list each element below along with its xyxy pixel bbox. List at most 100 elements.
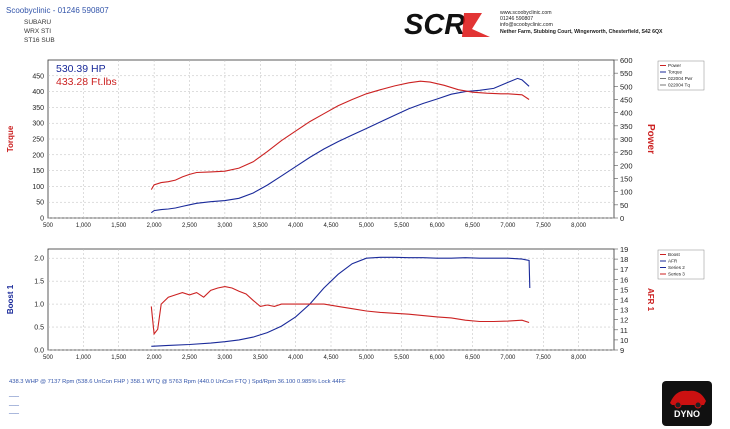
left-tick-label: 0.5 [34, 325, 44, 332]
right-axis-label: AFR 1 [646, 288, 655, 312]
x-tick-label: 7,500 [536, 223, 552, 229]
series-line-torque [150, 80, 530, 190]
right-tick-label: 18 [620, 255, 628, 264]
left-tick-label: 1.0 [34, 302, 44, 309]
contact-phone: 01246 590807 [500, 16, 534, 23]
x-tick-label: 5,000 [359, 355, 375, 361]
x-tick-label: 1,500 [111, 355, 127, 361]
note-line-2: ___ [9, 399, 20, 406]
right-tick-label: 0 [620, 214, 624, 223]
right-tick-label: 450 [620, 96, 633, 105]
left-tick-label: 200 [32, 152, 44, 159]
legend-label: 022004 Tq [668, 83, 690, 88]
x-tick-label: 4,000 [288, 355, 304, 361]
contact-email: info@scoobyclinic.com [500, 22, 553, 29]
shop-header: Scoobyclinic - 01246 590807 [6, 6, 109, 15]
x-tick-label: 3,000 [217, 355, 233, 361]
logo-text: SCR [404, 9, 465, 41]
right-axis-label: Power [645, 124, 656, 154]
vehicle-reg: ST16 SUB [24, 37, 55, 44]
right-tick-label: 500 [620, 82, 633, 91]
left-axis-label: Boost 1 [6, 284, 15, 314]
left-tick-label: 250 [32, 137, 44, 144]
x-tick-label: 3,000 [217, 223, 233, 229]
left-tick-label: 150 [32, 168, 44, 175]
note-line-3: ___ [9, 408, 20, 414]
boost-afr-chart: 500 1,000 1,500 2,000 2,500 3,000 3,500 4,000 4,… [6, 245, 705, 361]
x-tick-label: 500 [43, 355, 54, 361]
left-tick-label: 300 [32, 121, 44, 128]
notes-lines: ___ ___ ___ [9, 390, 19, 416]
left-tick-label: 450 [32, 73, 44, 80]
left-tick-label: 0.0 [34, 348, 44, 355]
scr-logo: SCR [404, 9, 490, 41]
series-line-afr [150, 286, 530, 336]
right-tick-label: 17 [620, 265, 628, 274]
legend-label: Torque [668, 70, 682, 75]
legend-label: Power [668, 63, 681, 68]
right-tick-label: 16 [620, 275, 628, 284]
x-tick-label: 8,000 [571, 223, 587, 229]
contact-web: www.scoobyclinic.com [500, 10, 552, 16]
legend-label: 022004 Pwr [668, 76, 693, 81]
x-tick-label: 6,500 [465, 355, 481, 361]
x-tick-label: 500 [43, 223, 54, 229]
right-tick-label: 13 [620, 306, 628, 315]
x-tick-label: 6,000 [430, 223, 446, 229]
x-tick-label: 1,000 [76, 223, 92, 229]
x-tick-label: 7,000 [500, 223, 516, 229]
right-tick-label: 9 [620, 346, 624, 355]
right-tick-label: 11 [620, 326, 628, 335]
right-tick-label: 10 [620, 336, 628, 345]
x-tick-label: 4,000 [288, 223, 304, 229]
x-tick-label: 2,000 [147, 223, 163, 229]
vehicle-model: WRX STI [24, 28, 52, 35]
power-torque-chart: 500 1,000 1,500 2,000 2,500 3,000 3,500 4,000 4,… [6, 56, 705, 229]
x-tick-label: 2,000 [147, 355, 163, 361]
left-tick-label: 400 [32, 89, 44, 96]
x-tick-label: 8,000 [571, 355, 587, 361]
vehicle-make: SUBARU [24, 19, 52, 26]
x-tick-label: 7,500 [536, 355, 552, 361]
right-tick-label: 150 [620, 175, 633, 184]
legend-label: Series 3 [668, 272, 685, 277]
x-tick-label: 2,500 [182, 355, 198, 361]
series-line-power [150, 77, 530, 214]
x-tick-label: 5,000 [359, 223, 375, 229]
right-tick-label: 15 [620, 285, 628, 294]
contact-block: www.scoobyclinic.com 01246 590807 info@s… [500, 10, 663, 35]
right-tick-label: 14 [620, 296, 628, 305]
x-tick-label: 1,000 [76, 355, 92, 361]
left-tick-label: 350 [32, 105, 44, 112]
legend-label: Series 2 [668, 265, 685, 270]
note-line-1: ___ [9, 391, 20, 397]
badge-label: DYNO [674, 409, 700, 419]
contact-address: Nether Farm, Stubbing Court, Wingerworth… [500, 28, 663, 35]
x-tick-label: 3,500 [253, 223, 269, 229]
annotation-label: 433.28 Ft.lbs [56, 76, 117, 88]
x-tick-label: 1,500 [111, 223, 127, 229]
left-tick-label: 100 [32, 184, 44, 191]
right-tick-label: 350 [620, 122, 633, 131]
run-summary: 438.3 WHP @ 7137 Rpm (538.6 UnCon FHP ) … [9, 379, 346, 385]
right-tick-label: 300 [620, 135, 633, 144]
right-tick-label: 550 [620, 69, 633, 78]
x-tick-label: 6,500 [465, 223, 481, 229]
right-tick-label: 50 [620, 201, 628, 210]
series-line-boost [151, 256, 531, 347]
left-tick-label: 1.5 [34, 279, 44, 286]
right-tick-label: 250 [620, 148, 633, 157]
x-tick-label: 4,500 [323, 355, 339, 361]
left-tick-label: 0 [40, 216, 44, 223]
x-tick-label: 5,500 [394, 355, 410, 361]
x-tick-label: 6,000 [430, 355, 446, 361]
right-tick-label: 19 [620, 245, 628, 254]
x-tick-label: 5,500 [394, 223, 410, 229]
left-tick-label: 2.0 [34, 256, 44, 263]
right-tick-label: 100 [620, 188, 633, 197]
x-tick-label: 2,500 [182, 223, 198, 229]
right-tick-label: 600 [620, 56, 633, 65]
left-tick-label: 50 [36, 200, 44, 207]
right-tick-label: 12 [620, 316, 628, 325]
x-tick-label: 7,000 [500, 355, 516, 361]
